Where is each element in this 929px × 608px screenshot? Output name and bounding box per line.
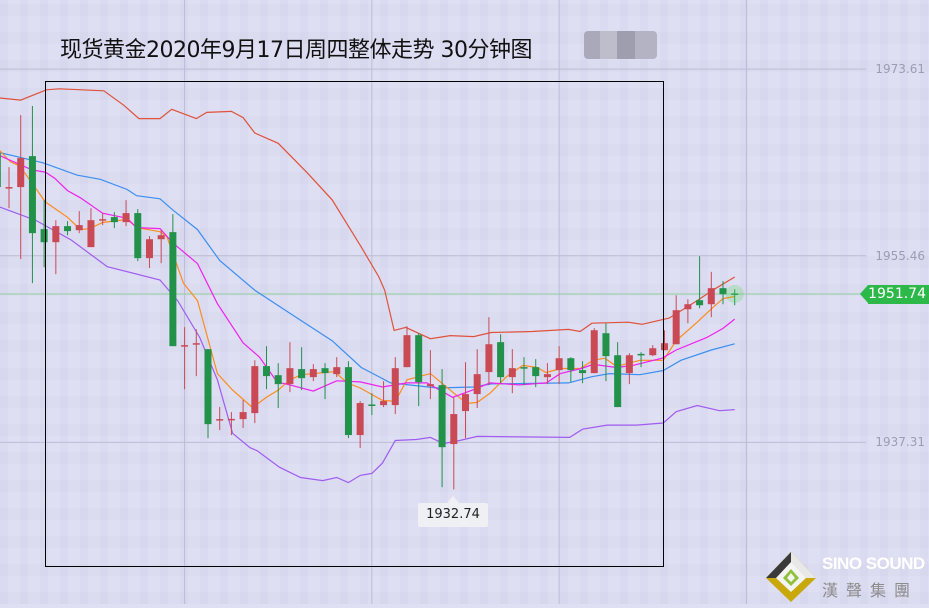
candle-body xyxy=(145,239,153,259)
candle-body xyxy=(567,358,575,371)
candle-body xyxy=(625,355,633,374)
candle-body xyxy=(672,310,680,345)
candle-body xyxy=(415,335,423,383)
candle-body xyxy=(99,219,107,221)
candle-body xyxy=(579,370,587,374)
candle-body xyxy=(602,333,610,357)
candle-body xyxy=(438,385,446,448)
candle-body xyxy=(64,226,72,232)
candle-body xyxy=(380,401,388,406)
candle-body xyxy=(192,343,200,345)
current-price-badge: 1951.74 xyxy=(860,285,929,304)
candle-body xyxy=(684,304,692,310)
candle-body xyxy=(637,353,645,356)
candle-body xyxy=(508,368,516,378)
candle-body xyxy=(391,368,399,406)
candle-body xyxy=(17,158,25,188)
candle-body xyxy=(356,403,364,436)
candle-body xyxy=(473,374,481,395)
candle-body xyxy=(403,335,411,368)
blurred-watermark xyxy=(584,31,657,59)
candle-body xyxy=(28,156,36,234)
candle-body xyxy=(274,375,282,385)
candle-body xyxy=(461,394,469,412)
chart-title: 现货黄金2020年9月17日周四整体走势 30分钟图 xyxy=(60,38,532,63)
candle-body xyxy=(157,235,165,240)
candle-body xyxy=(5,187,13,189)
candle-body xyxy=(227,418,235,421)
candle-body xyxy=(426,384,434,387)
candle-body xyxy=(614,355,622,408)
candle-body xyxy=(696,300,704,306)
candle-body xyxy=(0,153,1,188)
logo-text-cn: 漢聲集團 xyxy=(822,581,919,600)
candle-body xyxy=(134,213,142,259)
candle-body xyxy=(75,225,83,231)
candle-body xyxy=(216,419,224,421)
candle-body xyxy=(110,217,118,223)
candle-body xyxy=(731,293,739,295)
candle-body xyxy=(543,374,551,378)
upper-band-line xyxy=(0,88,736,340)
candle-body xyxy=(344,367,352,436)
y-tick-label: 1937.31 xyxy=(875,435,925,449)
candle-body xyxy=(251,366,259,414)
y-tick-label: 1973.61 xyxy=(875,62,925,76)
candle-body xyxy=(485,344,493,373)
candle-body xyxy=(87,220,95,248)
annotation-rectangle xyxy=(45,81,664,567)
ma-fast-line xyxy=(0,150,735,409)
candle-body xyxy=(660,343,668,351)
candle-body xyxy=(321,368,329,374)
candle-body xyxy=(181,345,189,347)
candle-body xyxy=(204,349,212,425)
candle-body xyxy=(497,342,505,378)
sino-sound-logo: SINO SOUND 漢聲集團 xyxy=(764,550,929,604)
low-price-tooltip: 1932.74 xyxy=(418,496,488,527)
last-price-glow xyxy=(725,285,744,304)
lower-band-line xyxy=(0,206,735,484)
logo-text-en: SINO SOUND xyxy=(822,554,925,573)
candle-body xyxy=(368,404,376,406)
middle-band-line xyxy=(0,151,735,389)
candle-body xyxy=(719,288,727,295)
candle-body xyxy=(555,358,563,371)
candle-body xyxy=(40,229,48,243)
candle-body xyxy=(309,369,317,378)
candle-body xyxy=(169,232,177,347)
candle-body xyxy=(520,367,528,369)
candle-body xyxy=(532,367,540,377)
y-tick-label: 1955.46 xyxy=(875,249,925,263)
candle-body xyxy=(239,412,247,420)
candle-body xyxy=(707,288,715,305)
ma-slow-line xyxy=(0,155,736,398)
candle-body xyxy=(52,226,60,243)
candle-body xyxy=(122,213,130,223)
candle-body xyxy=(590,330,598,374)
candle-body xyxy=(286,368,294,385)
candle-body xyxy=(333,367,341,375)
candle-body xyxy=(298,369,306,379)
candle-body xyxy=(649,348,657,356)
candle-body xyxy=(450,414,458,445)
diamond-logo-icon xyxy=(766,552,816,602)
candle-body xyxy=(263,366,271,377)
